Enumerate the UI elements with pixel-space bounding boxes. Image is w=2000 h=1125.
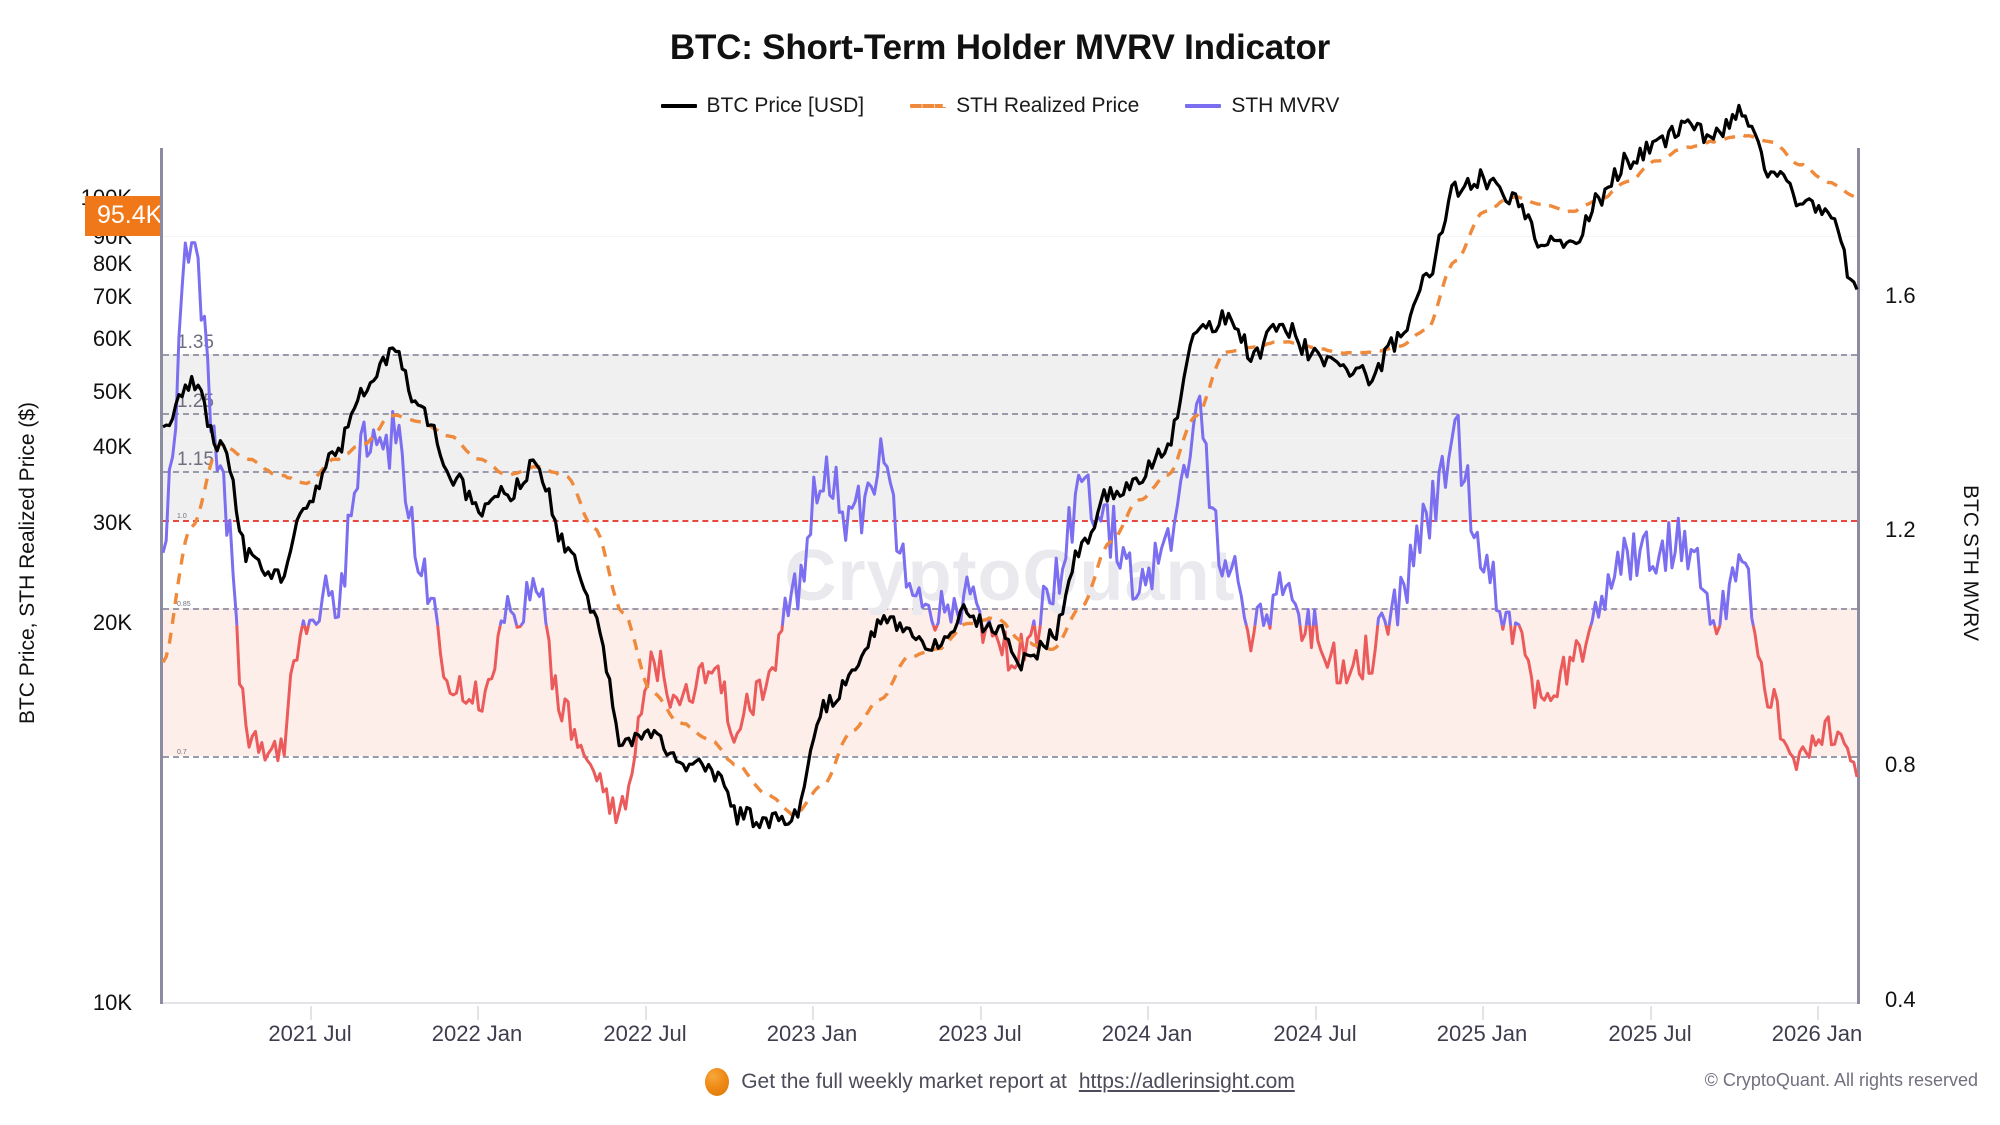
y-axis-right-tick: 1.6 [1885,283,1916,308]
current-price-badge: 95.4K [85,196,175,236]
y-axis-left-tick: 70K [92,284,132,309]
x-axis-tick: 2023 Jan [766,1021,858,1046]
threshold-label: 1.0 [177,513,187,520]
x-axis-tickmark [1650,1006,1652,1020]
x-axis-tick: 2024 Jan [1101,1021,1193,1046]
x-axis-tick: 2022 Jul [603,1021,687,1046]
x-axis-tick: 2023 Jul [938,1021,1022,1046]
threshold-line-1-0: 1.0 [163,513,1857,522]
x-axis-tickmark [1817,1006,1819,1020]
series-btc-price [162,103,1859,830]
plot-area[interactable]: 1.35 1.25 1.15 1.0 0.85 0.7 CryptoQuant [160,103,1860,1004]
x-axis-tickmark [1147,1006,1149,1020]
footer-promo-text: Get the full weekly market report at [741,1070,1067,1093]
line-swatch-icon [660,104,697,108]
y-axis-left-tick: 80K [92,251,132,276]
bitcoin-coin-icon [705,1068,730,1096]
series-canvas [161,103,1859,830]
x-axis-tick: 2022 Jan [431,1021,523,1046]
threshold-label: 0.7 [177,749,187,756]
legend-label: STH Realized Price [956,94,1140,117]
page-title: BTC: Short-Term Holder MVRV Indicator [669,28,1331,67]
x-axis-tickmark [1315,1006,1317,1020]
x-axis-tickmark [645,1006,647,1020]
x-axis-tick: 2024 Jul [1273,1021,1357,1046]
x-axis-tick: 2021 Jul [268,1021,352,1046]
series-sth-realized-price [161,133,1858,817]
x-axis-tick: 2026 Jan [1771,1021,1863,1046]
y-axis-right-tick: 0.8 [1885,752,1916,777]
threshold-line-0-85: 0.85 [163,601,1857,610]
y-axis-left-tick: 60K [92,326,132,351]
threshold-line-1-15: 1.15 [163,449,1857,473]
x-axis-tick: 2025 Jul [1608,1021,1692,1046]
legend-item-sth-realized-price[interactable]: STH Realized Price [910,94,1139,118]
threshold-label: 0.85 [177,601,191,608]
threshold-line-0-7: 0.7 [163,749,1857,758]
legend-item-btc-price[interactable]: BTC Price [USD] [660,94,865,118]
threshold-label: 1.15 [177,449,214,470]
x-axis-tickmark [980,1006,982,1020]
x-axis-tickmark [310,1006,312,1020]
dashed-line-swatch-icon [910,104,947,108]
legend-label: BTC Price [USD] [706,94,865,117]
y-axis-right-tick: 0.4 [1885,987,1916,1012]
y-axis-left-tick: 20K [92,610,132,635]
footer-copyright: © CryptoQuant. All rights reserved [1704,1070,1978,1090]
footer-promo: Get the full weekly market report at htt… [0,1068,2000,1096]
x-axis-tickmark [1482,1006,1484,1020]
y-axis-left-label: BTC Price, STH Realized Price ($) [16,401,39,724]
footer-promo-link[interactable]: https://adlerinsight.com [1078,1070,1295,1093]
line-swatch-icon [1185,104,1222,108]
y-axis-right-tick: 1.2 [1885,517,1916,542]
y-axis-left-tick: 10K [92,990,132,1015]
legend-label: STH MVRV [1231,94,1340,117]
y-axis-left-tick: 30K [92,510,132,535]
legend-item-sth-mvrv[interactable]: STH MVRV [1185,94,1339,118]
x-axis-tickmark [812,1006,814,1020]
x-axis-tickmark [477,1006,479,1020]
soft-gridline [163,236,1857,237]
y-axis-left-tick: 40K [92,434,132,459]
y-axis-right-label: BTC STH MVRV [1959,484,1982,641]
chart-legend: BTC Price [USD] STH Realized Price STH M… [0,94,2000,118]
x-axis-tick: 2025 Jan [1436,1021,1528,1046]
y-axis-left-tick: 50K [92,379,132,404]
soft-gridline [163,438,1857,439]
series-sth-mvrv [161,241,1859,825]
